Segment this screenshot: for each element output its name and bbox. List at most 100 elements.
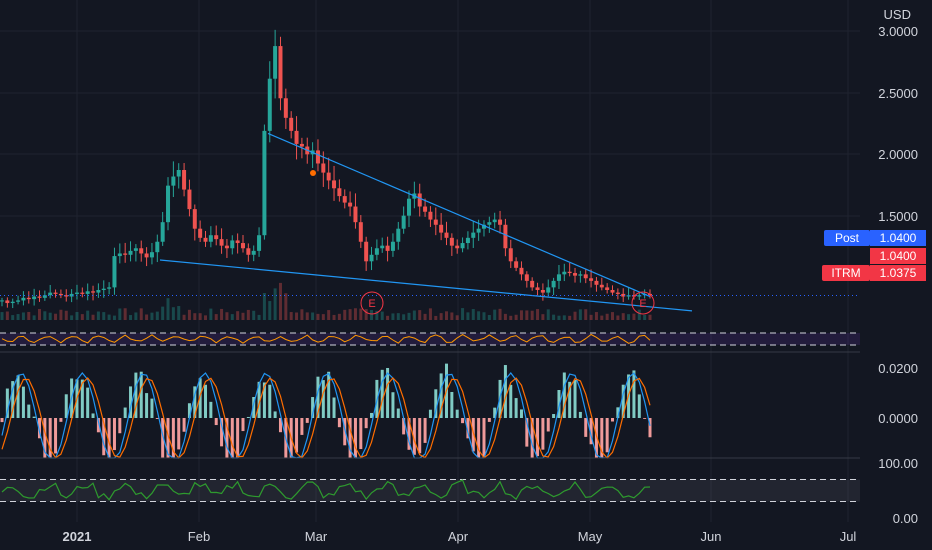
candle-body bbox=[0, 300, 4, 302]
volume-bar bbox=[284, 293, 288, 320]
macd-histogram-bar bbox=[177, 418, 181, 450]
price-tags: Post 1.0400 1.0400 ITRM 1.0375 bbox=[822, 230, 926, 281]
macd-histogram-bar bbox=[193, 386, 197, 418]
macd-histogram-bar bbox=[268, 384, 272, 418]
candle-body bbox=[401, 215, 406, 229]
macd-histogram-bar bbox=[262, 382, 266, 418]
volume-bar bbox=[246, 309, 250, 320]
volume-bar bbox=[327, 310, 331, 320]
macd-histogram-bar bbox=[198, 378, 202, 418]
candle-body bbox=[198, 228, 203, 238]
volume-bar bbox=[546, 309, 550, 320]
volume-bar bbox=[466, 312, 470, 320]
candle-body bbox=[283, 98, 288, 118]
candle-body bbox=[58, 293, 63, 296]
volume-bar bbox=[632, 313, 636, 320]
volume-bar bbox=[525, 310, 529, 320]
macd-histogram-bar bbox=[11, 381, 15, 418]
macd-histogram-bar bbox=[273, 411, 277, 418]
macd-histogram-bar bbox=[364, 418, 368, 429]
candle-body bbox=[481, 224, 486, 229]
candle-body bbox=[385, 245, 390, 251]
candle-body bbox=[160, 222, 165, 242]
macd-histogram-bar bbox=[123, 407, 127, 418]
macd-histogram-bar bbox=[386, 367, 390, 418]
volume-bar bbox=[396, 313, 400, 320]
price-tag-name-box bbox=[822, 265, 870, 281]
candle-body bbox=[524, 274, 529, 281]
candle-body bbox=[299, 143, 304, 147]
volume-bar bbox=[402, 314, 406, 320]
macd-histogram-bar bbox=[295, 418, 299, 453]
macd-histogram-bar bbox=[600, 418, 604, 458]
candle-body bbox=[390, 241, 395, 251]
volume-bar bbox=[220, 308, 224, 320]
volume-bar bbox=[268, 301, 272, 320]
candle-body bbox=[91, 291, 96, 293]
macd-histogram-bar bbox=[450, 391, 454, 418]
volume-bar bbox=[332, 314, 336, 320]
candle-body bbox=[492, 219, 497, 223]
volume-bar bbox=[643, 314, 647, 320]
volume-bar bbox=[552, 314, 556, 320]
volume-bar bbox=[129, 315, 133, 320]
macd-histogram-bar bbox=[80, 379, 84, 418]
candle-body bbox=[166, 185, 171, 223]
volume-bar bbox=[27, 311, 31, 320]
trend-lines[interactable] bbox=[0, 132, 860, 312]
volume-bar bbox=[150, 312, 154, 320]
candle-body bbox=[342, 196, 347, 203]
macd-histogram-bar bbox=[214, 418, 218, 426]
macd-histogram-bar bbox=[236, 418, 240, 458]
candle-body bbox=[96, 290, 101, 293]
candle-body bbox=[348, 202, 353, 207]
currency-label[interactable]: USD bbox=[884, 7, 911, 22]
macd-histogram-bar bbox=[246, 416, 250, 418]
alert-dot bbox=[310, 170, 316, 176]
macd-histogram-bar bbox=[129, 386, 133, 418]
volume-bar bbox=[316, 313, 320, 320]
macd-histogram-bar bbox=[471, 418, 475, 452]
volume-bar bbox=[482, 312, 486, 320]
candle-body bbox=[48, 292, 53, 296]
macd-histogram-bar bbox=[380, 369, 384, 418]
candle-body bbox=[16, 300, 21, 302]
time-axis-label: 2021 bbox=[63, 529, 92, 544]
volume-bar bbox=[198, 313, 202, 320]
macd-histogram-bar bbox=[86, 387, 90, 418]
volume-bar bbox=[252, 310, 256, 320]
candle-body bbox=[358, 222, 363, 242]
macd-histogram-bar bbox=[541, 418, 545, 450]
macd-histogram-bar bbox=[611, 418, 615, 422]
macd-histogram-bar bbox=[96, 418, 100, 433]
macd-histogram-bar bbox=[648, 418, 652, 438]
macd-histogram-bar bbox=[530, 418, 534, 458]
macd-histogram-bar bbox=[616, 407, 620, 418]
macd-histogram-bar bbox=[536, 418, 540, 457]
volume-bar bbox=[305, 312, 309, 320]
volume-bar bbox=[75, 312, 79, 320]
volume-bar bbox=[455, 315, 459, 320]
macd-histogram-bar bbox=[519, 409, 523, 418]
volume-bar bbox=[343, 309, 347, 320]
candle-body bbox=[514, 261, 519, 268]
candle-body bbox=[273, 46, 278, 79]
candle-body bbox=[551, 280, 556, 288]
candle-body bbox=[530, 280, 535, 288]
volume-bar bbox=[600, 315, 604, 320]
macd-histogram-bar bbox=[48, 418, 52, 458]
rsi-axis-tick: 100.00 bbox=[878, 456, 918, 471]
volume-bar bbox=[364, 309, 368, 320]
indicator-panes[interactable] bbox=[0, 332, 860, 502]
macd-histogram-bar bbox=[578, 411, 582, 418]
macd-histogram-bar bbox=[482, 418, 486, 458]
candles[interactable] bbox=[0, 29, 652, 309]
candle-body bbox=[433, 219, 438, 225]
candle-body bbox=[353, 206, 358, 223]
candle-body bbox=[519, 267, 524, 275]
volume-bar bbox=[375, 310, 379, 320]
macd-histogram-bar bbox=[278, 418, 282, 433]
candle-body bbox=[315, 150, 320, 164]
